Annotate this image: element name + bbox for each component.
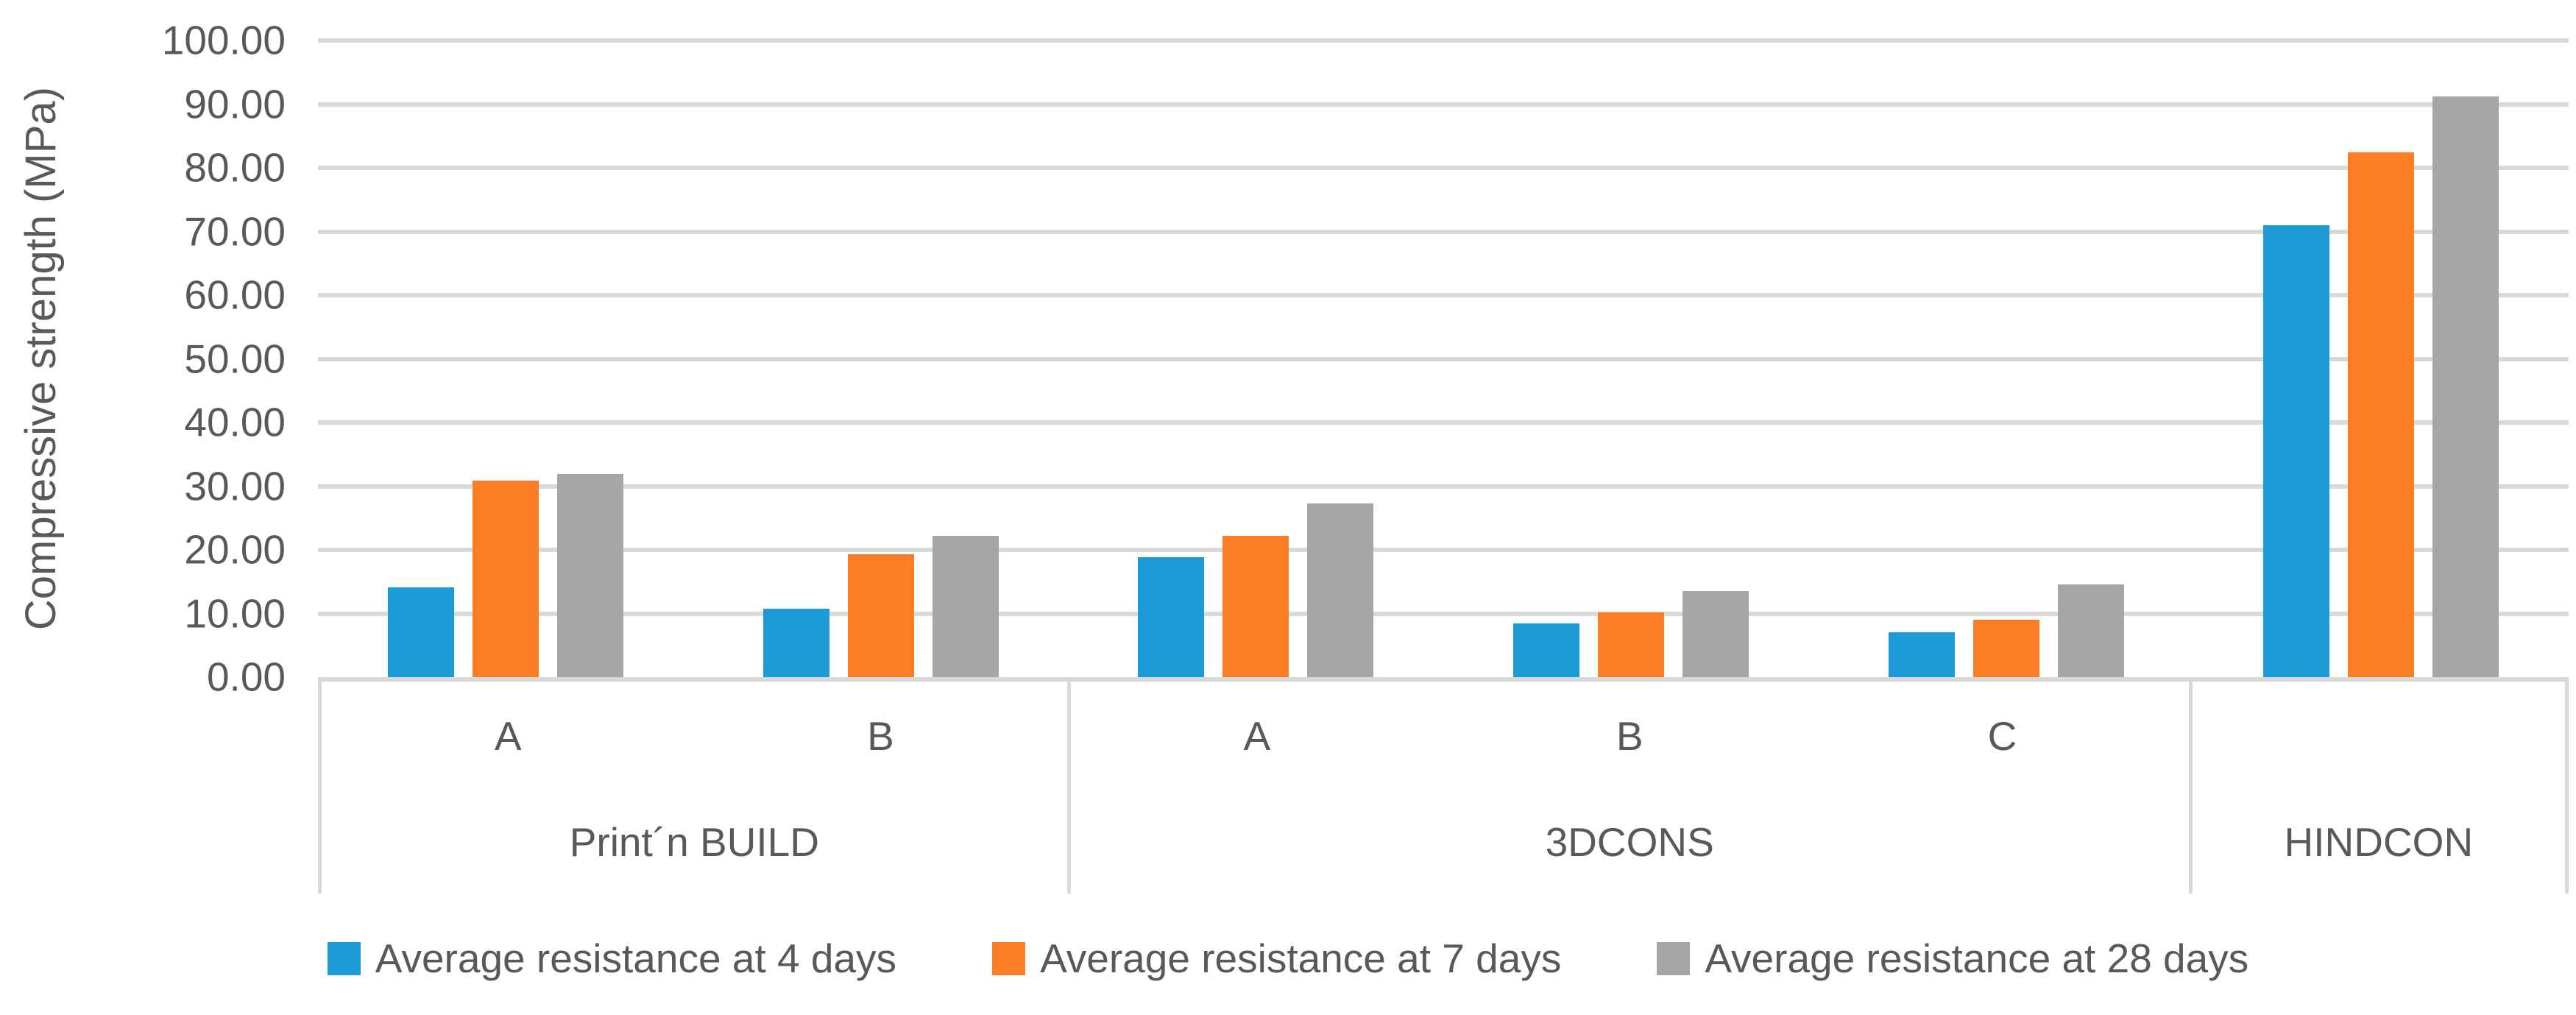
legend-swatch-icon — [992, 941, 1026, 975]
category-sublabel: B — [867, 713, 894, 759]
category-sublabel: A — [1243, 713, 1271, 759]
bar-series2-cat3 — [1682, 591, 1749, 677]
bar-series1-cat4 — [1972, 620, 2039, 677]
gridline — [318, 229, 2569, 234]
category-slot — [1443, 40, 1819, 677]
gridline — [318, 356, 2569, 361]
bars-row — [318, 40, 2569, 677]
category-slot — [1819, 40, 2194, 677]
category-group: HINDCON — [2188, 682, 2569, 894]
legend-item: Average resistance at 28 days — [1657, 935, 2248, 982]
legend-label: Average resistance at 28 days — [1705, 936, 2249, 981]
y-tick-label: 40.00 — [184, 399, 286, 445]
bar-series1-cat2 — [1222, 535, 1289, 677]
bar-series1-cat3 — [1597, 612, 1664, 677]
gridline — [318, 420, 2569, 425]
bar-series0-cat3 — [1512, 623, 1579, 677]
plot-area — [318, 38, 2569, 677]
category-group: A B C 3DCONS — [1066, 682, 2189, 894]
bar-series0-cat0 — [387, 587, 454, 677]
bar-series2-cat5 — [2432, 96, 2499, 677]
category-group-label: HINDCON — [2284, 819, 2474, 865]
category-group-label: Print´n BUILD — [569, 819, 819, 865]
y-tick-label: 70.00 — [184, 208, 286, 254]
category-sublabel: B — [1616, 713, 1643, 759]
legend: Average resistance at 4 days Average resi… — [0, 914, 2576, 1002]
gridline — [318, 102, 2569, 107]
legend-item: Average resistance at 4 days — [327, 935, 897, 982]
category-axis-table: A B Print´n BUILD A B C 3DCONS HINDCON — [318, 677, 2569, 894]
category-subrow: A B C — [1071, 682, 2189, 791]
legend-label: Average resistance at 4 days — [375, 936, 897, 981]
category-slot — [318, 40, 693, 677]
category-group-label: 3DCONS — [1545, 819, 1714, 865]
y-tick-label: 10.00 — [184, 590, 286, 636]
category-sublabel: C — [1987, 713, 2017, 759]
bar-series2-cat2 — [1307, 503, 1374, 677]
y-tick-label: 60.00 — [184, 272, 286, 318]
bar-series0-cat4 — [1888, 632, 1955, 677]
category-sublabel — [2193, 682, 2565, 791]
category-sublabel: A — [494, 713, 522, 759]
bar-series2-cat1 — [932, 535, 999, 677]
y-tick-label: 80.00 — [184, 144, 286, 191]
y-axis-tick-labels: 100.00 90.00 80.00 70.00 60.00 50.00 40.00 30.0… — [0, 20, 286, 697]
legend-label: Average resistance at 7 days — [1040, 936, 1562, 981]
gridline — [318, 548, 2569, 552]
y-tick-label: 90.00 — [184, 81, 286, 127]
bar-series0-cat2 — [1138, 557, 1205, 677]
gridline — [318, 484, 2569, 489]
gridline — [318, 166, 2569, 170]
y-tick-label: 50.00 — [184, 336, 286, 381]
gridline — [318, 611, 2569, 616]
category-subrow — [2193, 682, 2565, 791]
y-tick-label: 100.00 — [161, 17, 286, 63]
bar-series2-cat0 — [556, 474, 623, 677]
y-tick-label: 30.00 — [184, 463, 286, 509]
bar-series2-cat4 — [2057, 584, 2124, 677]
category-slot — [693, 40, 1069, 677]
y-tick-label: 20.00 — [184, 526, 286, 573]
category-slot — [1068, 40, 1443, 677]
legend-item: Average resistance at 7 days — [992, 935, 1561, 982]
y-tick-label: 0.00 — [206, 654, 286, 700]
gridline — [318, 38, 2569, 43]
legend-swatch-icon — [327, 941, 361, 975]
legend-swatch-icon — [1657, 941, 1691, 975]
bar-series1-cat1 — [847, 554, 914, 677]
gridline — [318, 293, 2569, 297]
bar-series1-cat5 — [2348, 152, 2415, 677]
bar-series1-cat0 — [472, 480, 539, 677]
category-group: A B Print´n BUILD — [318, 682, 1067, 894]
bar-series0-cat1 — [762, 609, 829, 677]
bar-series0-cat5 — [2263, 224, 2330, 677]
category-slot — [2193, 40, 2569, 677]
